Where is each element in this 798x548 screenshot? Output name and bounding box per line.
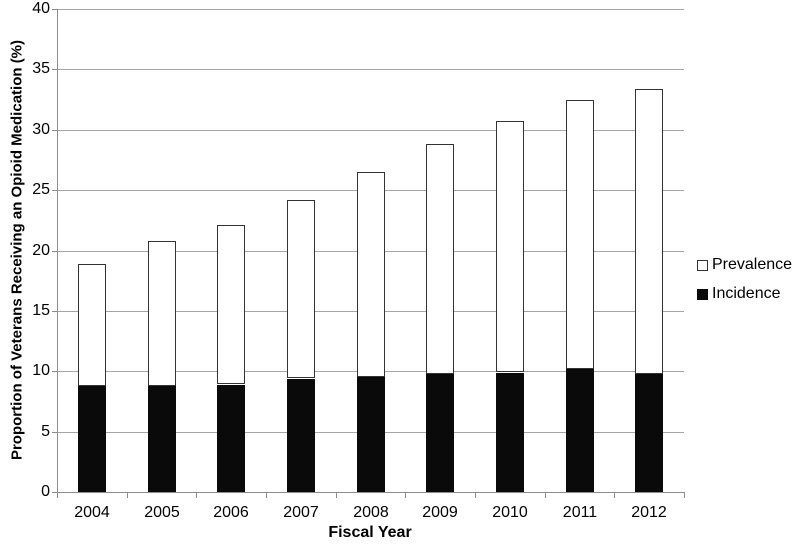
prevalence-bar-segment	[78, 263, 106, 386]
x-tick-label: 2009	[422, 504, 458, 521]
x-axis-tick	[196, 492, 197, 498]
x-axis-tick	[475, 492, 476, 498]
incidence-bar-segment	[287, 378, 315, 492]
y-tick-label: 0	[41, 483, 50, 500]
y-axis-tick	[52, 69, 57, 71]
y-axis-tick	[52, 492, 57, 493]
x-tick-label: 2008	[353, 504, 389, 521]
x-axis-tick	[545, 492, 546, 498]
x-axis-tick	[266, 492, 267, 498]
prevalence-bar-segment	[426, 144, 454, 374]
gridline	[57, 129, 684, 131]
x-axis-tick	[684, 492, 685, 498]
y-axis-tick	[52, 129, 57, 131]
incidence-swatch-icon	[697, 288, 708, 300]
y-axis-line	[57, 9, 58, 497]
x-tick-label: 2011	[562, 504, 598, 521]
incidence-bar-segment	[78, 385, 106, 492]
prevalence-bar-segment	[635, 88, 663, 374]
gridline	[57, 9, 684, 10]
x-tick-label: 2007	[283, 504, 319, 521]
y-axis-tick	[52, 9, 57, 10]
y-axis-tick	[52, 190, 57, 192]
x-tick-label: 2012	[631, 504, 667, 521]
incidence-bar-segment	[426, 373, 454, 492]
incidence-bar-segment	[357, 377, 385, 492]
y-axis-tick	[52, 371, 57, 373]
y-tick-label: 5	[41, 422, 50, 440]
legend-item-prevalence: Prevalence	[697, 256, 792, 274]
prevalence-bar-segment	[287, 199, 315, 379]
prevalence-bar-segment	[566, 99, 594, 369]
x-axis-tick	[336, 492, 337, 498]
x-axis-tick	[57, 492, 58, 498]
x-tick-label: 2010	[492, 504, 528, 521]
y-tick-label: 20	[32, 241, 50, 259]
x-axis-line	[56, 492, 684, 493]
legend-item-incidence: Incidence	[697, 285, 781, 303]
prevalence-bar-segment	[357, 172, 385, 378]
y-tick-label: 15	[32, 301, 50, 319]
prevalence-bar-segment	[496, 121, 524, 373]
prevalence-bar-segment	[217, 225, 245, 385]
x-axis-tick	[405, 492, 406, 498]
y-axis-tick	[52, 250, 57, 252]
prevalence-swatch-icon	[697, 259, 708, 271]
y-tick-label: 40	[32, 0, 50, 17]
x-tick-label: 2005	[144, 504, 180, 521]
incidence-bar-segment	[148, 385, 176, 492]
y-tick-label: 25	[32, 181, 50, 199]
x-axis-tick	[127, 492, 128, 498]
x-tick-label: 2006	[213, 504, 249, 521]
incidence-bar-segment	[217, 384, 245, 492]
x-axis-tick	[614, 492, 615, 498]
y-tick-label: 30	[32, 120, 50, 138]
x-tick-label: 2004	[74, 504, 110, 521]
gridline	[57, 69, 684, 71]
y-axis-tick	[52, 431, 57, 433]
incidence-bar-segment	[566, 368, 594, 492]
y-axis-tick	[52, 310, 57, 312]
legend-label: Prevalence	[712, 256, 793, 273]
incidence-bar-segment	[496, 372, 524, 492]
x-axis-title: Fiscal Year	[328, 524, 412, 541]
y-tick-label: 35	[32, 60, 50, 78]
incidence-bar-segment	[635, 373, 663, 492]
legend-label: Incidence	[712, 285, 781, 302]
y-tick-label: 10	[32, 362, 50, 380]
prevalence-bar-segment	[148, 240, 176, 386]
